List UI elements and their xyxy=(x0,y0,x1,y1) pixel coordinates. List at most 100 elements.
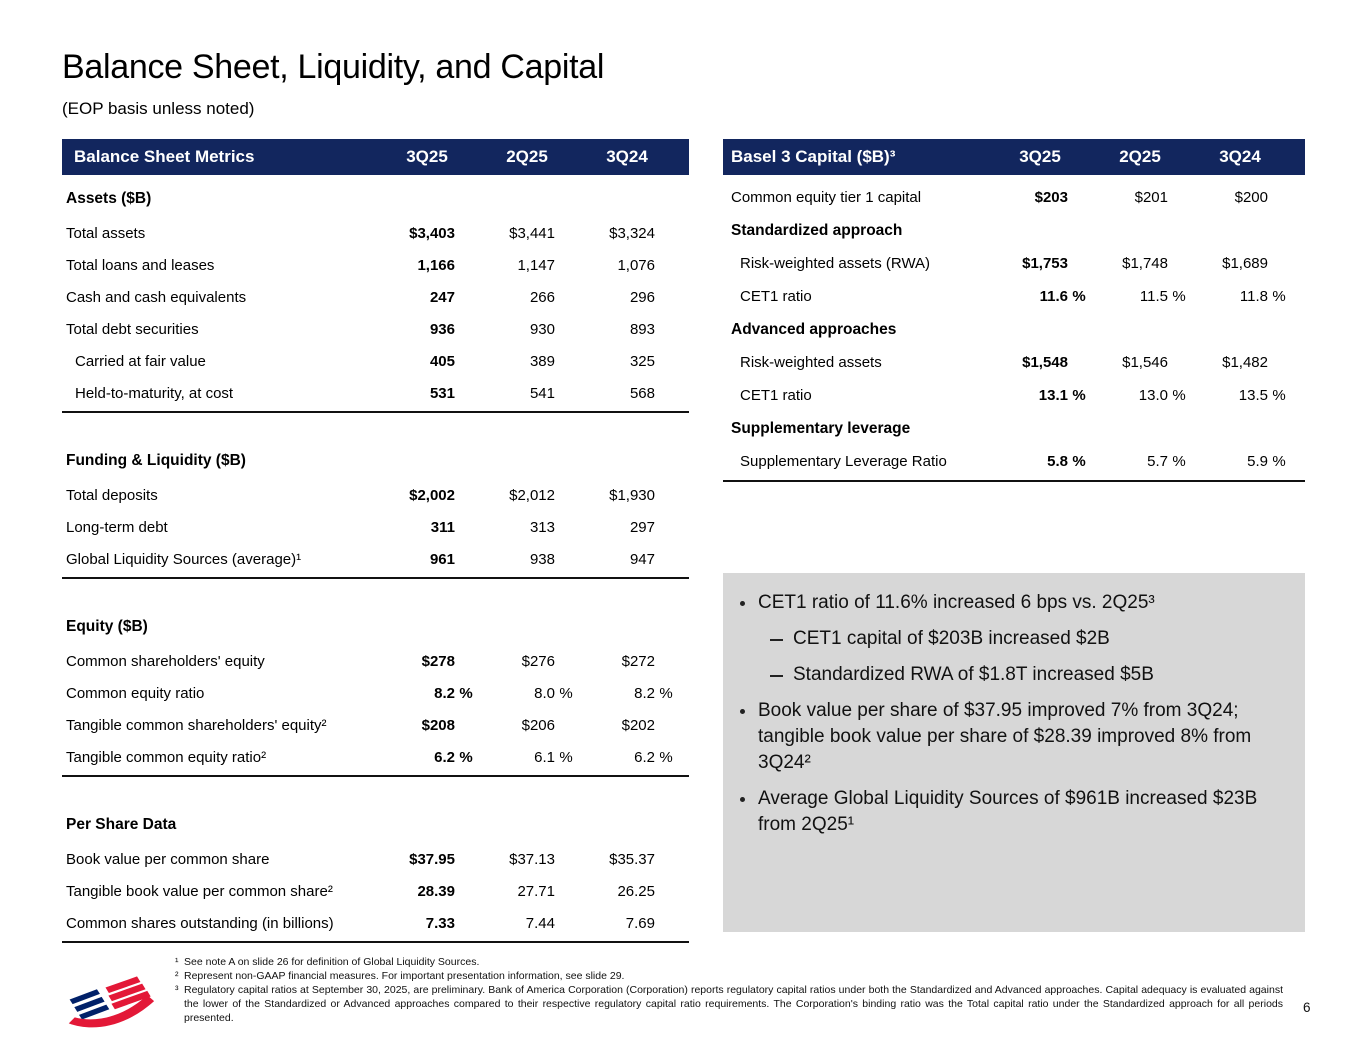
percent-sign xyxy=(655,289,677,306)
table-row: Supplementary leverage xyxy=(723,412,1305,445)
percent-sign xyxy=(1268,189,1290,206)
value-cell: 936 xyxy=(377,321,477,338)
value-cell: 7.69 xyxy=(577,915,677,932)
percent-sign xyxy=(555,717,577,734)
table-row: Risk-weighted assets $1,548 $1,546 $1,482 xyxy=(723,346,1305,379)
value-cell: $203 xyxy=(990,189,1090,206)
table-row: Total loans and leases 1,166 1,147 1,076 xyxy=(62,249,689,281)
value-cell: 6.2% xyxy=(577,749,677,766)
metric-value: 311 xyxy=(430,518,455,536)
metric-value: 5.9 xyxy=(1247,453,1268,470)
value-cell: 325 xyxy=(577,353,677,370)
bullet-marker xyxy=(740,698,758,776)
balance-sheet-table-header: Balance Sheet Metrics 3Q25 2Q25 3Q24 xyxy=(62,139,689,175)
bank-of-america-logo xyxy=(68,976,155,1028)
metric-value: 266 xyxy=(529,288,555,306)
metric-value: $2,002 xyxy=(409,486,455,504)
footnotes: ¹ See note A on slide 26 for definition o… xyxy=(175,955,1283,1025)
section-header: Per Share Data xyxy=(66,816,177,833)
value-cell: 13.5% xyxy=(1190,387,1290,404)
percent-sign xyxy=(655,321,677,338)
section-header: Assets ($B) xyxy=(66,190,152,207)
value-cell: 11.6% xyxy=(990,288,1090,305)
value-cell: 1,147 xyxy=(477,257,577,274)
value-cell: $35.37 xyxy=(577,851,677,868)
percent-sign xyxy=(655,225,677,242)
percent-sign xyxy=(455,321,477,338)
row-label: Total loans and leases xyxy=(66,256,215,274)
callout-bullet: Standardized RWA of $1.8T increased $5B xyxy=(770,662,1287,688)
metric-value: 7.44 xyxy=(525,914,555,932)
metric-value: $37.95 xyxy=(409,850,455,868)
percent-sign xyxy=(1068,354,1090,371)
metric-value: 26.25 xyxy=(617,882,655,900)
value-cell: 27.71 xyxy=(477,883,577,900)
percent-sign: % xyxy=(659,748,673,766)
row-label: Total assets xyxy=(66,224,146,242)
bullet-dot-icon xyxy=(740,709,745,714)
metric-value: $2,012 xyxy=(509,486,555,504)
value-cell: $278 xyxy=(377,653,477,670)
percent-sign: % xyxy=(459,684,473,702)
metric-value: 6.2 xyxy=(634,748,655,766)
table-row: Total debt securities 936 930 893 xyxy=(62,313,689,345)
metric-value: 296 xyxy=(629,288,655,306)
row-label: Common equity ratio xyxy=(66,684,205,702)
metric-value: $203 xyxy=(1034,189,1068,206)
table-row: Tangible common shareholders' equity² $20… xyxy=(62,709,689,741)
metric-value: $1,689 xyxy=(1222,255,1268,272)
percent-sign xyxy=(555,487,577,504)
percent-sign xyxy=(655,385,677,402)
percent-sign xyxy=(555,851,577,868)
metric-value: $1,548 xyxy=(1022,354,1068,371)
bullet-text: Average Global Liquidity Sources of $961… xyxy=(758,788,1258,835)
value-cell: $1,930 xyxy=(577,487,677,504)
value-cell: $208 xyxy=(377,717,477,734)
metric-value: 6.1 xyxy=(534,748,555,766)
bullet-text: CET1 ratio of 11.6% increased 6 bps vs. … xyxy=(758,592,1155,613)
logo-swoosh xyxy=(68,995,155,1028)
metric-value: 247 xyxy=(429,288,455,306)
value-cell: $37.95 xyxy=(377,851,477,868)
metric-value: $3,324 xyxy=(609,224,655,242)
percent-sign: % xyxy=(1272,453,1286,470)
value-cell: $201 xyxy=(1090,189,1190,206)
row-label: Book value per common share xyxy=(66,850,270,868)
percent-sign xyxy=(1168,189,1190,206)
row-label: Total deposits xyxy=(66,486,158,504)
value-cell: 938 xyxy=(477,551,577,568)
page-number: 6 xyxy=(1303,1000,1311,1015)
metric-value: $200 xyxy=(1234,189,1268,206)
bullet-dot-icon xyxy=(740,797,745,802)
metric-value: 961 xyxy=(429,550,455,568)
percent-sign: % xyxy=(1072,288,1086,305)
section-header: Funding & Liquidity ($B) xyxy=(66,452,246,469)
table-section: Funding & Liquidity ($B) Total deposits $2… xyxy=(62,443,689,579)
metric-value: 1,147 xyxy=(517,256,555,274)
value-cell: 8.2% xyxy=(377,685,477,702)
metric-value: $201 xyxy=(1134,189,1168,206)
percent-sign xyxy=(455,915,477,932)
value-cell: 930 xyxy=(477,321,577,338)
value-cell: $206 xyxy=(477,717,577,734)
column-header-2q25: 2Q25 xyxy=(1119,147,1161,166)
footnote-text: See note A on slide 26 for definition of… xyxy=(184,956,480,968)
row-label: Tangible common shareholders' equity² xyxy=(66,716,327,734)
metric-value: 389 xyxy=(529,352,555,370)
bullet-dash-icon xyxy=(770,638,783,641)
table-row: Long-term debt 311 313 297 xyxy=(62,511,689,543)
value-cell: $3,403 xyxy=(377,225,477,242)
row-label: Standardized approach xyxy=(731,221,903,239)
percent-sign xyxy=(655,487,677,504)
logo-red-stripes xyxy=(105,976,151,1010)
percent-sign xyxy=(555,883,577,900)
metric-value: 7.69 xyxy=(625,914,655,932)
bullet-marker xyxy=(770,626,793,652)
value-cell: $1,546 xyxy=(1090,354,1190,371)
percent-sign xyxy=(555,519,577,536)
table-row: Common equity ratio 8.2% 8.0% 8.2% xyxy=(62,677,689,709)
section-header: Equity ($B) xyxy=(66,618,148,635)
logo-blue-stripes xyxy=(69,989,110,1020)
percent-sign: % xyxy=(559,684,573,702)
